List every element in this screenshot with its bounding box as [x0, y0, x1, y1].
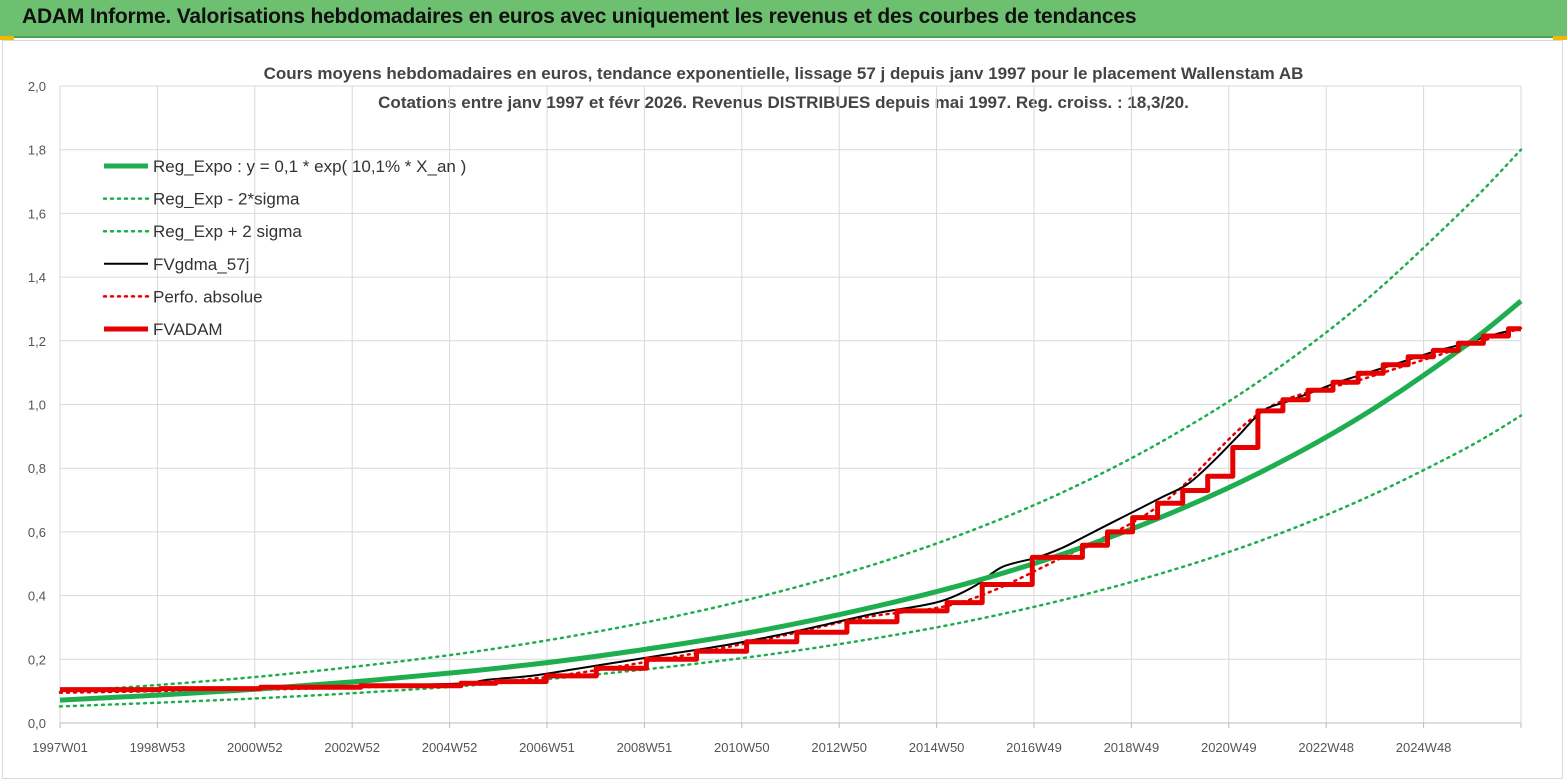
series-fvgdma-57j-line: [59, 327, 1522, 691]
x-tick-label: 2006W51: [519, 740, 575, 755]
x-tick-label: 2016W49: [1006, 740, 1062, 755]
chart-subtitle: Cotations entre janv 1997 et févr 2026. …: [378, 93, 1189, 112]
legend-entry-label: FVgdma_57j: [153, 255, 249, 274]
x-tick-label: 2014W50: [909, 740, 965, 755]
x-tick-label: 2012W50: [811, 740, 867, 755]
x-tick-label: 2020W49: [1201, 740, 1257, 755]
legend-entry-label: Reg_Expo : y = 0,1 * exp( 10,1% * X_an ): [153, 157, 466, 176]
series-reg-exp-2-sigma-line: [58, 148, 1523, 694]
y-tick-label: 0,2: [28, 652, 46, 667]
page-title: ADAM Informe. Valorisations hebdomadaire…: [22, 5, 1137, 28]
legend-entry-label: Reg_Exp + 2 sigma: [153, 222, 302, 241]
x-tick-label: 1997W01: [32, 740, 88, 755]
legend-entry-label: Perfo. absolue: [153, 287, 263, 306]
x-tick-label: 2002W52: [324, 740, 380, 755]
series-fvadam-line: [60, 326, 1521, 693]
corner-mark-right: [1553, 36, 1567, 40]
legend-entry-label: FVADAM: [153, 320, 223, 339]
y-tick-label: 1,6: [28, 206, 46, 221]
x-tick-label: 2000W52: [227, 740, 283, 755]
chart-title: Cours moyens hebdomadaires en euros, ten…: [263, 64, 1304, 83]
y-tick-label: 1,4: [28, 270, 46, 285]
x-tick-label: 2004W52: [422, 740, 478, 755]
legend-entry-label: Reg_Exp - 2*sigma: [153, 190, 300, 209]
y-tick-label: 0,4: [28, 589, 46, 604]
x-tick-label: 2018W49: [1104, 740, 1160, 755]
x-tick-label: 2024W48: [1396, 740, 1452, 755]
series-reg-exp-2-sigma-line: [58, 414, 1523, 708]
x-tick-label: 1998W53: [130, 740, 186, 755]
y-tick-label: 0,6: [28, 525, 46, 540]
y-tick-label: 1,8: [28, 143, 46, 158]
series-perfo-absolue-line: [58, 326, 1523, 694]
y-tick-label: 0,8: [28, 461, 46, 476]
y-tick-label: 2,0: [28, 79, 46, 94]
y-tick-label: 0,0: [28, 716, 46, 731]
page-header: ADAM Informe. Valorisations hebdomadaire…: [0, 0, 1567, 38]
corner-mark-left: [0, 36, 14, 40]
x-tick-label: 2008W51: [617, 740, 673, 755]
y-tick-label: 1,0: [28, 398, 46, 413]
x-tick-label: 2022W48: [1298, 740, 1354, 755]
y-tick-label: 1,2: [28, 334, 46, 349]
x-tick-label: 2010W50: [714, 740, 770, 755]
chart-frame: [2, 40, 1563, 779]
